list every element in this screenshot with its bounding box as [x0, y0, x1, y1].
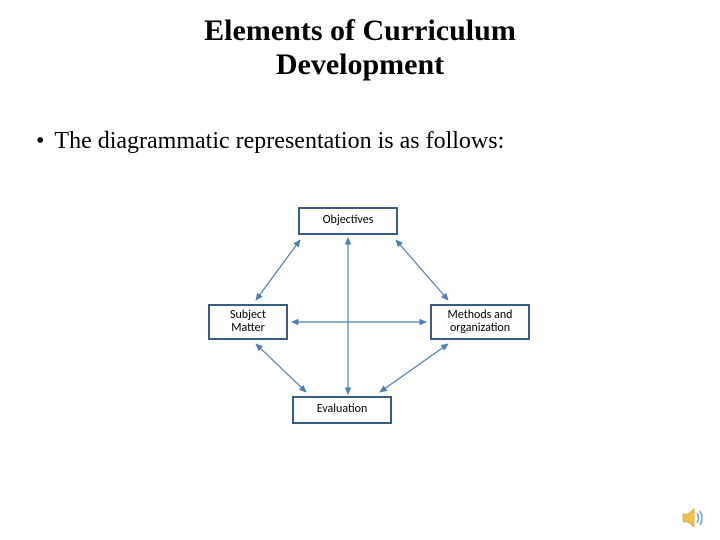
slide: Elements of Curriculum Development • The…: [0, 0, 720, 540]
title-line-2: Development: [0, 48, 720, 82]
node-evaluation: Evaluation: [292, 396, 392, 424]
node-subject-matter: SubjectMatter: [208, 304, 288, 340]
node-subject-label: SubjectMatter: [230, 309, 266, 335]
bullet-item: • The diagrammatic representation is as …: [36, 128, 696, 155]
node-methods-label: Methods andorganization: [448, 309, 513, 335]
speaker-icon[interactable]: [682, 508, 706, 528]
node-evaluation-label: Evaluation: [317, 403, 368, 416]
bullet-dot-icon: •: [36, 128, 44, 155]
title-line-1: Elements of Curriculum: [0, 14, 720, 48]
node-objectives-label: Objectives: [323, 214, 374, 227]
bullet-text: The diagrammatic representation is as fo…: [54, 128, 504, 155]
slide-title: Elements of Curriculum Development: [0, 14, 720, 82]
node-methods-organization: Methods andorganization: [430, 304, 530, 340]
node-objectives: Objectives: [298, 207, 398, 235]
